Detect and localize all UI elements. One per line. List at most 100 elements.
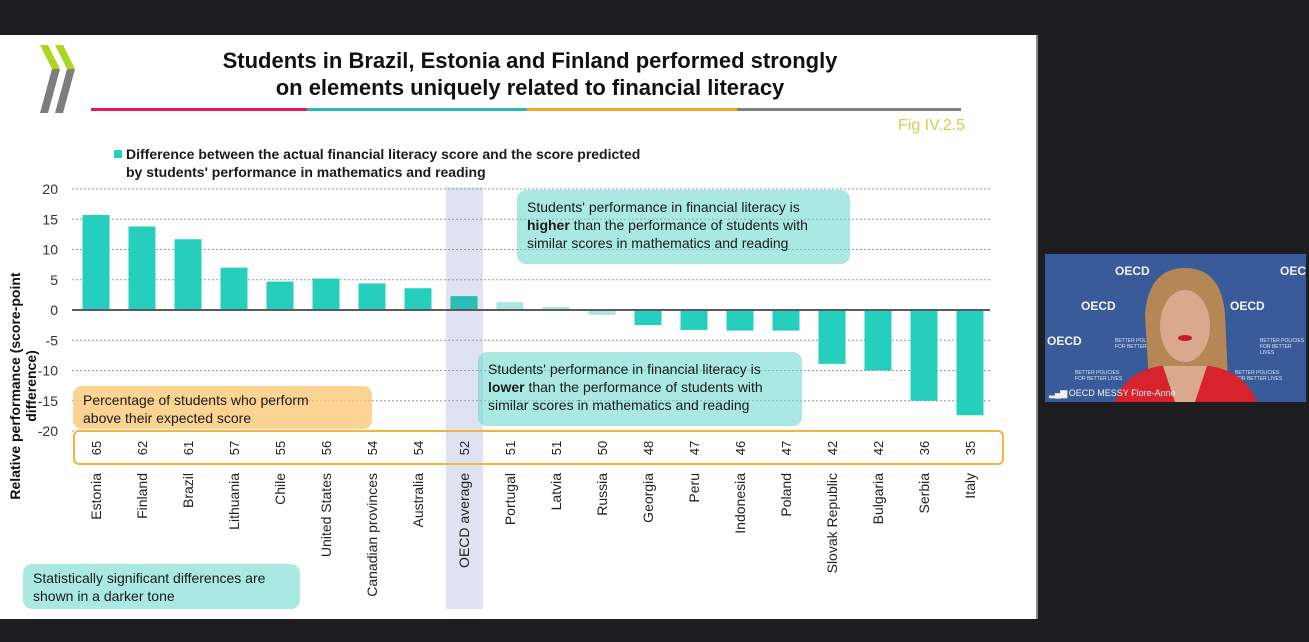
presentation-slide: Students in Brazil, Estonia and Finland … — [0, 35, 1036, 619]
annotation-higher: Students' performance in financial liter… — [517, 190, 850, 264]
y-tick-label: -5 — [46, 332, 59, 348]
category-label: Indonesia — [732, 473, 748, 534]
annotation-higher-rest: than the performance of students with — [569, 217, 808, 233]
bar — [266, 281, 294, 310]
bar — [450, 296, 478, 310]
percentage-value: 65 — [89, 441, 104, 455]
category-label: OECD average — [456, 473, 472, 568]
bar — [174, 239, 202, 310]
annotation-lower-rest: than the performance of students with — [524, 379, 763, 395]
backdrop-brand: OECD — [1230, 299, 1265, 313]
bar — [772, 310, 800, 331]
percentage-value: 42 — [825, 441, 840, 455]
bar — [956, 310, 984, 416]
bar — [358, 283, 386, 310]
significance-note-line2: shown in a darker tone — [33, 588, 175, 604]
percentage-value: 51 — [549, 441, 564, 455]
category-label: Canadian provinces — [364, 473, 380, 597]
annotation-higher-line1: Students' performance in financial liter… — [527, 199, 800, 215]
participant-video[interactable]: OECD OECD OECD OECD OECD BETTER POLICIES… — [1045, 254, 1306, 402]
bar — [588, 310, 616, 315]
backdrop-brand: OECD — [1280, 264, 1306, 278]
legend-label-line2: by students' performance in mathematics … — [126, 164, 486, 180]
backdrop-tagline: BETTER POLICIES FOR BETTER LIVES — [1235, 370, 1283, 382]
percentage-value: 47 — [779, 441, 794, 455]
y-tick-label: -10 — [38, 363, 58, 379]
annotation-lower-line2: lower than the performance of students w… — [488, 378, 792, 396]
chart-legend: Difference between the actual financial … — [114, 145, 640, 181]
category-label: Finland — [134, 473, 150, 519]
annotation-lower-line1: Students' performance in financial liter… — [488, 361, 761, 377]
participant-silhouette — [1115, 268, 1257, 402]
title-rule-segment-4 — [737, 108, 961, 111]
oecd-logo-icon — [40, 45, 75, 113]
percentage-value: 48 — [641, 441, 656, 455]
category-label: Latvia — [548, 473, 564, 511]
category-label: Slovak Republic — [824, 473, 840, 573]
significance-note: Statistically significant differences ar… — [23, 564, 300, 609]
category-label: Georgia — [640, 473, 656, 523]
category-label: Lithuania — [226, 473, 242, 530]
backdrop-brand: OECD — [1115, 264, 1150, 278]
percentage-value: 54 — [411, 441, 426, 455]
percentage-value: 56 — [319, 441, 334, 455]
backdrop-tagline: BETTER POLICIES FOR BETTER LIVES — [1075, 370, 1123, 382]
annotation-higher-line2: higher than the performance of students … — [527, 216, 840, 234]
bar — [82, 215, 110, 310]
title-rule-segment-2 — [307, 108, 527, 111]
slide-title-line2: on elements uniquely related to financia… — [275, 75, 785, 100]
backdrop-brand: OECD — [1081, 299, 1116, 313]
bar — [864, 310, 892, 371]
category-label: Brazil — [180, 473, 196, 508]
category-label: Italy — [962, 473, 978, 499]
percentage-note-line1: Percentage of students who perform — [83, 392, 309, 408]
category-label: Poland — [778, 473, 794, 517]
slide-title-line1: Students in Brazil, Estonia and Finland … — [222, 48, 838, 73]
category-label: Australia — [410, 473, 426, 528]
bar — [404, 288, 432, 310]
category-label: Peru — [686, 473, 702, 503]
participant-name-label: ▂▄▆ OECD MESSY Flore-Anne — [1049, 388, 1176, 399]
annotation-higher-line3: similar scores in mathematics and readin… — [527, 235, 789, 251]
category-label: Bulgaria — [870, 473, 886, 525]
bar — [634, 310, 662, 326]
percentage-box — [73, 430, 1004, 465]
legend-swatch — [114, 150, 122, 158]
percentage-note-line2: above their expected score — [83, 410, 252, 426]
y-tick-label: 5 — [50, 272, 58, 288]
y-tick-label: -20 — [38, 423, 58, 439]
percentage-value: 47 — [687, 441, 702, 455]
backdrop-tagline: BETTER POLICIES FOR BETTER LIVES — [1260, 338, 1305, 356]
percentage-value: 36 — [917, 441, 932, 455]
signal-bars-icon: ▂▄▆ — [1049, 388, 1067, 398]
slide-title: Students in Brazil, Estonia and Finland … — [120, 47, 940, 101]
significance-note-line1: Statistically significant differences ar… — [33, 570, 266, 586]
percentage-value: 55 — [273, 441, 288, 455]
percentage-value: 61 — [181, 441, 196, 455]
title-rule-segment-1 — [91, 108, 307, 111]
bar — [128, 226, 156, 310]
y-tick-label: 10 — [42, 242, 58, 258]
bar — [910, 310, 938, 401]
bar — [220, 267, 248, 310]
category-label: Portugal — [502, 473, 518, 525]
percentage-value: 35 — [963, 441, 978, 455]
bar — [542, 306, 570, 310]
bar — [726, 310, 754, 331]
percentage-value: 54 — [365, 441, 380, 455]
annotation-lower-line3: similar scores in mathematics and readin… — [488, 397, 750, 413]
percentage-value: 62 — [135, 441, 150, 455]
category-label: Russia — [594, 473, 610, 516]
title-rule-segment-3 — [527, 108, 737, 111]
percentage-value: 42 — [871, 441, 886, 455]
bar — [818, 310, 846, 364]
percentage-value: 57 — [227, 441, 242, 455]
category-label: United States — [318, 473, 334, 557]
percentage-value: 52 — [457, 441, 472, 455]
category-label: Estonia — [88, 473, 104, 520]
percentage-note: Percentage of students who perform above… — [73, 386, 372, 429]
percentage-value: 50 — [595, 441, 610, 455]
legend-label-line1: Difference between the actual financial … — [126, 146, 641, 162]
backdrop-tagline: BETTER POLICIES FOR BETTER LIVES — [1115, 338, 1163, 350]
